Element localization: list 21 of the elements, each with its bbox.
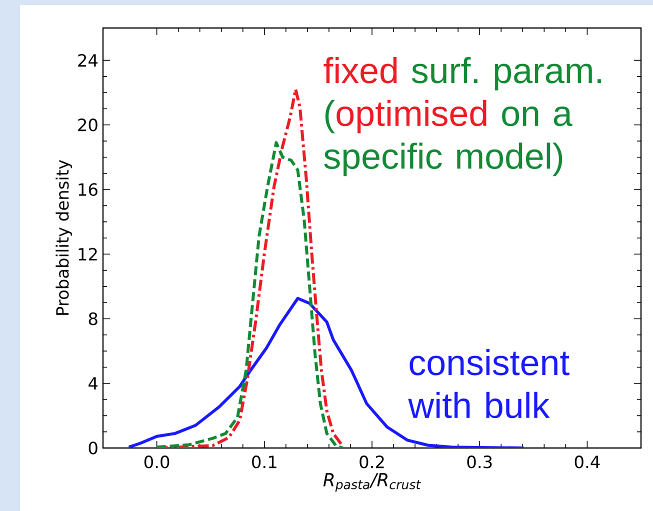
y-tick-label: 8 [88, 312, 98, 326]
y-tick-label: 0 [88, 442, 98, 454]
y-axis-title: Probability density [56, 160, 72, 315]
x-tick-label: 0.4 [574, 455, 600, 468]
x-tick-label: 0.3 [467, 455, 492, 468]
x-tick-label: 0.2 [360, 455, 384, 468]
annotation: ( [325, 100, 335, 134]
annotation: on a [502, 106, 572, 126]
y-tick-label: 4 [88, 377, 98, 390]
annotation: specific model) [324, 142, 562, 176]
annotation: surf. param. [412, 57, 601, 90]
y-tick-label: 24 [78, 54, 98, 67]
y-tick-label: 16 [78, 183, 98, 196]
annotation: consistent with bulk [408, 349, 570, 418]
x-tick-label: 0.1 [252, 455, 276, 468]
y-tick-label: 20 [78, 118, 98, 132]
annotation: fixed [324, 57, 397, 84]
x-axis-title: R$_{pasta}$/R$_{crust}$ [323, 473, 422, 492]
x-tick-label: 0.0 [144, 455, 170, 468]
y-tick-label: 12 [78, 248, 97, 260]
annotation: optimised [336, 100, 486, 134]
